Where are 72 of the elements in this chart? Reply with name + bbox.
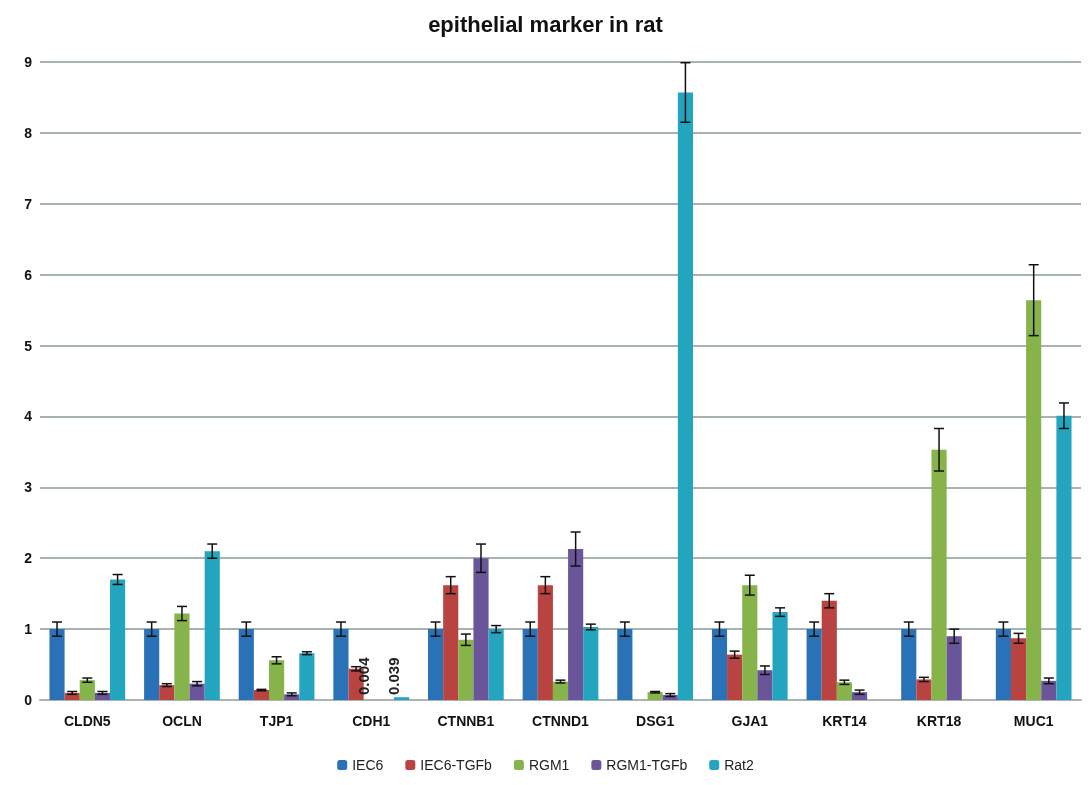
bar <box>711 629 728 700</box>
legend-label: RGM1-TGFb <box>606 757 688 773</box>
x-tick-label: DSG1 <box>636 713 675 729</box>
bar <box>238 629 254 700</box>
data-label: 0.039 <box>385 657 403 695</box>
x-tick-label: GJA1 <box>731 713 769 729</box>
bar <box>94 692 111 700</box>
bar <box>772 612 788 700</box>
bar <box>821 600 837 700</box>
bar <box>79 680 95 700</box>
y-tick-label: 9 <box>24 54 33 70</box>
bar <box>727 654 743 700</box>
data-label: 0.004 <box>354 656 372 695</box>
bar <box>1041 680 1057 700</box>
legend-label: RGM1 <box>528 757 570 773</box>
bar <box>946 636 962 700</box>
bar <box>299 653 315 700</box>
bar <box>473 558 489 700</box>
bar <box>1010 638 1027 700</box>
bar <box>806 629 822 700</box>
bar <box>901 629 917 700</box>
bar <box>189 683 205 700</box>
bar <box>522 629 538 700</box>
legend-label: IEC6 <box>352 757 384 773</box>
bar <box>443 585 459 700</box>
y-tick-label: 3 <box>24 479 33 496</box>
bar <box>931 449 947 700</box>
bar <box>1056 415 1072 700</box>
y-tick-label: 1 <box>24 621 33 638</box>
bar <box>333 629 349 700</box>
bar <box>64 692 80 700</box>
bar <box>836 682 852 700</box>
bar <box>393 697 410 700</box>
bar <box>1026 300 1042 700</box>
x-tick-label: CDH1 <box>352 713 391 729</box>
x-tick-label: OCLN <box>162 713 202 729</box>
y-tick-label: 6 <box>24 266 33 283</box>
bar <box>269 660 285 700</box>
chart-title: epithelial marker in rat <box>428 11 664 37</box>
x-tick-label: MUC1 <box>1013 713 1054 729</box>
x-tick-label: TJP1 <box>259 713 294 729</box>
bar <box>488 629 504 700</box>
bar <box>757 670 773 700</box>
bar <box>428 629 444 700</box>
y-tick-label: 8 <box>24 124 33 141</box>
bar <box>204 551 220 700</box>
bar <box>995 629 1011 700</box>
x-tick-label: CLDN5 <box>63 713 111 729</box>
bar <box>144 629 160 700</box>
x-tick-label: KRT14 <box>822 713 867 729</box>
bar <box>458 639 474 700</box>
bar <box>110 579 126 700</box>
y-tick-label: 0 <box>24 692 33 708</box>
x-tick-label: KRT18 <box>916 713 962 729</box>
bar <box>617 629 633 700</box>
bar <box>583 626 599 700</box>
y-tick-label: 2 <box>24 550 33 567</box>
y-tick-label: 4 <box>24 408 33 425</box>
bar <box>537 585 553 700</box>
x-tick-label: CTNND1 <box>532 713 590 729</box>
bar <box>568 549 584 700</box>
legend-label: IEC6-TGFb <box>420 757 493 773</box>
x-tick-label: CTNNB1 <box>437 713 495 729</box>
bar <box>174 613 190 700</box>
bar <box>49 629 65 700</box>
y-tick-label: 7 <box>24 195 33 212</box>
bar <box>916 679 932 700</box>
y-tick-label: 5 <box>24 337 33 354</box>
bar <box>742 585 758 700</box>
bar <box>159 685 175 700</box>
legend-label: Rat2 <box>724 757 755 773</box>
bar <box>677 92 693 700</box>
